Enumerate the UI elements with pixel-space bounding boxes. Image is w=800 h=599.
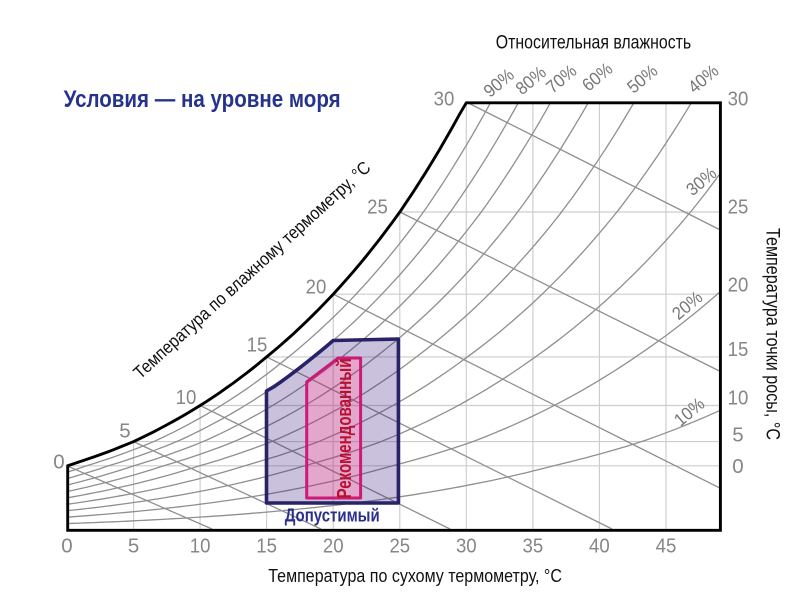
svg-text:40%: 40% — [684, 61, 722, 98]
svg-text:5: 5 — [732, 423, 743, 446]
svg-text:0: 0 — [53, 450, 64, 473]
svg-text:15: 15 — [728, 338, 749, 361]
svg-text:50%: 50% — [623, 61, 661, 98]
svg-text:30: 30 — [456, 535, 477, 558]
svg-text:Условия — на уровне моря: Условия — на уровне моря — [64, 86, 341, 113]
svg-text:70%: 70% — [542, 61, 580, 98]
svg-text:Относительная влажность: Относительная влажность — [496, 33, 691, 54]
svg-text:5: 5 — [128, 535, 139, 558]
svg-text:10: 10 — [728, 386, 749, 409]
svg-text:60%: 60% — [578, 59, 616, 96]
svg-text:35: 35 — [523, 535, 544, 558]
svg-text:20%: 20% — [668, 287, 706, 324]
svg-text:15: 15 — [247, 333, 268, 356]
svg-text:15: 15 — [256, 535, 277, 558]
svg-text:25: 25 — [367, 195, 388, 218]
svg-text:30: 30 — [434, 87, 455, 110]
svg-text:Рекомендованный: Рекомендованный — [334, 359, 356, 499]
svg-text:25: 25 — [728, 195, 749, 218]
svg-text:45: 45 — [656, 535, 677, 558]
svg-text:25: 25 — [389, 535, 410, 558]
svg-text:40: 40 — [589, 535, 610, 558]
svg-text:Температура по сухому термомет: Температура по сухому термометру, °C — [268, 565, 562, 586]
svg-text:10: 10 — [190, 535, 211, 558]
svg-text:Температура точки росы, °C: Температура точки росы, °C — [762, 228, 784, 440]
svg-text:20: 20 — [323, 535, 344, 558]
svg-text:30%: 30% — [682, 163, 720, 200]
svg-text:10%: 10% — [670, 394, 708, 431]
svg-text:0: 0 — [61, 535, 72, 558]
svg-text:30: 30 — [728, 87, 749, 110]
svg-text:10: 10 — [176, 386, 197, 409]
svg-text:5: 5 — [119, 419, 130, 442]
svg-text:20: 20 — [728, 273, 749, 296]
svg-text:0: 0 — [732, 455, 743, 478]
svg-text:Допустимый: Допустимый — [285, 506, 380, 526]
svg-text:20: 20 — [306, 275, 327, 298]
